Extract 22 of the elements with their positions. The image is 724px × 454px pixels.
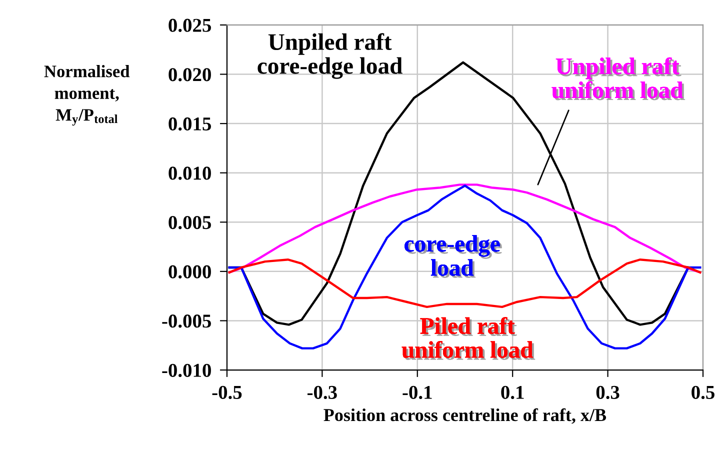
y-tick-label: 0.015 xyxy=(168,117,211,131)
line-series xyxy=(228,258,702,308)
x-tick-label: -0.5 xyxy=(212,386,242,400)
series-label: Piled raft uniform load xyxy=(402,317,536,360)
y-tick-label: 0.025 xyxy=(168,18,211,32)
line-series xyxy=(228,184,702,274)
y-tick-label: -0.010 xyxy=(162,364,211,378)
y-axis-title: Normalised moment, M$_{y}$/P$_{total}$ xyxy=(44,65,130,126)
x-tick-label: 0.5 xyxy=(692,386,714,400)
x-tick-label: 0.1 xyxy=(501,386,524,400)
series-label: Unpiled raft core-edge load xyxy=(258,33,402,79)
y-tick-label: 0.000 xyxy=(168,265,211,278)
x-tick-label: -0.3 xyxy=(308,386,337,400)
x-tick-label: -0.1 xyxy=(402,386,432,400)
y-tick-label: 0.020 xyxy=(168,68,211,82)
y-tick-label: -0.005 xyxy=(162,314,211,328)
series-label: core-edge load xyxy=(404,235,502,278)
text: Unpiled raft uniform load xyxy=(552,57,686,100)
x-tick-label: 0.3 xyxy=(596,386,620,400)
y-tick-label: 0.010 xyxy=(168,166,211,180)
x-axis-title: Position across centreline of raft, x/B xyxy=(324,408,606,424)
y-tick-label: 0.005 xyxy=(168,216,211,230)
